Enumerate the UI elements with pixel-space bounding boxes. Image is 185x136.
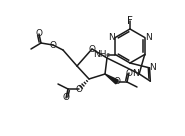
Text: O: O	[75, 84, 83, 94]
Text: O: O	[36, 30, 43, 38]
Text: N: N	[145, 33, 152, 42]
Text: N: N	[149, 63, 156, 72]
Text: N: N	[132, 69, 139, 78]
Text: NH₂: NH₂	[93, 50, 110, 59]
Text: O: O	[125, 69, 132, 78]
Text: O: O	[50, 41, 56, 50]
Text: O: O	[88, 44, 95, 53]
Text: F: F	[127, 16, 133, 26]
Text: O: O	[63, 94, 70, 103]
Text: O: O	[114, 78, 120, 86]
Text: N: N	[109, 33, 115, 42]
Polygon shape	[105, 74, 118, 84]
